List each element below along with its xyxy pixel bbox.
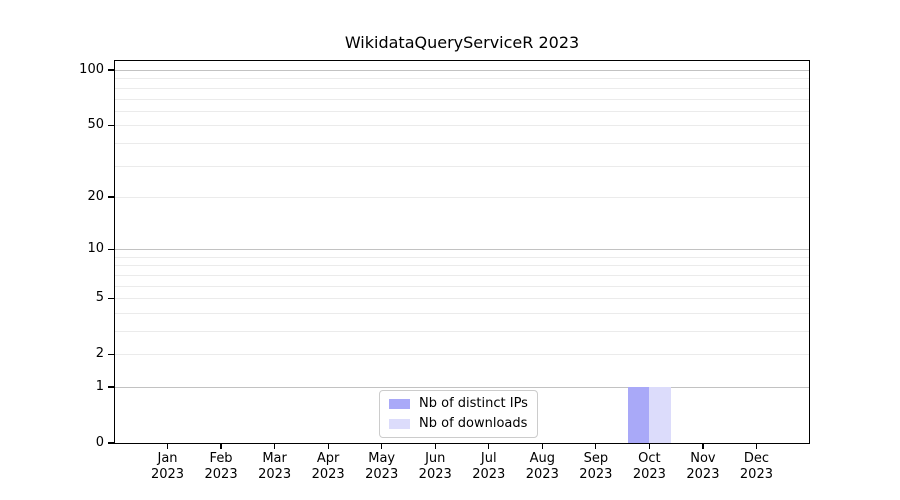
y-tick-mark xyxy=(108,442,114,444)
y-tick-mark xyxy=(108,297,114,299)
x-tick-label: Jul 2023 xyxy=(472,451,506,482)
x-tick-mark xyxy=(434,444,436,449)
legend-swatch-downloads-icon xyxy=(389,419,410,429)
x-tick-label: Feb 2023 xyxy=(204,451,238,482)
y-tick-label: 100 xyxy=(79,62,104,78)
minor-gridline xyxy=(115,142,809,144)
legend-label-downloads: Nb of downloads xyxy=(419,416,528,431)
x-tick-mark xyxy=(488,444,490,449)
x-tick-label: Sep 2023 xyxy=(579,451,613,482)
grid-layer xyxy=(115,61,809,443)
legend-label-distinct-ips: Nb of distinct IPs xyxy=(419,396,528,411)
bar-downloads-oct-2023 xyxy=(649,386,671,443)
minor-gridline xyxy=(115,298,809,300)
minor-gridline xyxy=(115,312,809,314)
minor-gridline xyxy=(115,285,809,287)
x-tick-mark xyxy=(220,444,222,449)
legend-swatch-distinct-ips-icon xyxy=(389,399,410,409)
y-tick-mark xyxy=(108,69,114,71)
major-gridline xyxy=(115,386,809,388)
minor-gridline xyxy=(115,274,809,276)
plot-area xyxy=(114,60,810,444)
major-gridline xyxy=(115,249,809,251)
y-tick-label: 10 xyxy=(87,241,104,257)
bar-distinct-ips-oct-2023 xyxy=(627,386,650,443)
minor-gridline xyxy=(115,110,809,112)
x-tick-mark xyxy=(755,444,758,449)
minor-gridline xyxy=(115,165,809,167)
x-tick-label: Apr 2023 xyxy=(311,451,345,482)
minor-gridline xyxy=(115,98,809,100)
y-tick-label: 20 xyxy=(87,188,104,204)
chart-title: WikidataQueryServiceR 2023 xyxy=(344,33,580,52)
x-tick-label: Dec 2023 xyxy=(739,451,773,482)
y-tick-mark xyxy=(108,386,114,388)
minor-gridline xyxy=(115,125,809,127)
y-tick-mark xyxy=(108,353,114,355)
minor-gridline xyxy=(115,265,809,267)
x-tick-mark xyxy=(274,444,276,449)
x-tick-mark xyxy=(648,444,650,449)
x-tick-label: Aug 2023 xyxy=(525,451,559,482)
minor-gridline xyxy=(115,196,809,198)
x-tick-label: Mar 2023 xyxy=(258,451,292,482)
y-tick-mark xyxy=(108,248,114,250)
minor-gridline xyxy=(115,78,809,80)
legend-item-distinct-ips: Nb of distinct IPs xyxy=(389,397,528,411)
x-tick-label: May 2023 xyxy=(365,451,399,482)
x-tick-label: Jan 2023 xyxy=(150,451,185,482)
y-tick-label: 0 xyxy=(95,435,104,450)
x-tick-label: Oct 2023 xyxy=(632,451,666,482)
x-tick-label: Nov 2023 xyxy=(686,451,720,482)
x-tick-mark xyxy=(595,444,597,449)
major-gridline xyxy=(115,70,809,72)
bar-layer xyxy=(115,61,809,443)
minor-gridline xyxy=(115,354,809,356)
minor-gridline xyxy=(115,330,809,332)
y-tick-mark xyxy=(108,124,114,126)
y-tick-label: 2 xyxy=(95,346,104,362)
x-tick-mark xyxy=(327,444,329,449)
y-tick-mark xyxy=(108,196,114,198)
legend-item-downloads: Nb of downloads xyxy=(389,417,528,431)
x-tick-mark xyxy=(166,444,169,449)
x-tick-label: Jun 2023 xyxy=(418,451,452,482)
minor-gridline xyxy=(115,87,809,89)
y-tick-label: 50 xyxy=(87,117,104,133)
x-tick-mark xyxy=(381,444,383,449)
x-tick-mark xyxy=(702,444,704,449)
y-tick-label: 1 xyxy=(95,378,104,394)
minor-gridline xyxy=(115,256,809,258)
legend: Nb of distinct IPs Nb of downloads xyxy=(379,390,538,438)
y-tick-label: 5 xyxy=(95,290,104,306)
x-tick-mark xyxy=(541,444,543,449)
